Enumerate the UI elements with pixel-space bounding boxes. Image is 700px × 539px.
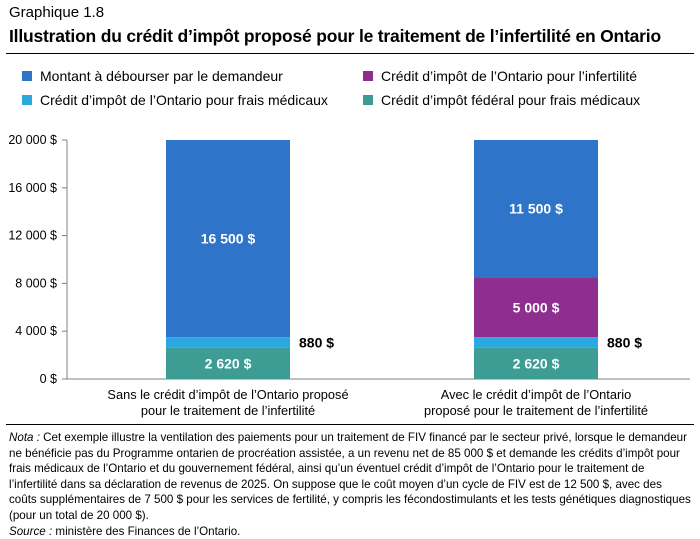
legend-label: Crédit d’impôt fédéral pour frais médica… [381,92,641,108]
data-label: 880 $ [299,334,334,350]
legend-item-ontario-infertility: Crédit d’impôt de l’Ontario pour l’infer… [363,68,637,84]
note-rule [6,424,694,425]
legend-label: Montant à débourser par le demandeur [40,68,283,84]
legend-swatch [22,95,32,105]
nota-text: Cet exemple illustre la ventilation des … [9,431,691,522]
y-tick-label: 0 $ [40,372,57,386]
legend-swatch [363,95,373,105]
bar-segment [474,140,598,278]
legend-swatch [363,71,373,81]
title-rule [6,53,694,54]
chart-title: Illustration du crédit d’impôt proposé p… [9,26,661,46]
y-tick-label: 16 000 $ [8,181,57,195]
y-tick-label: 8 000 $ [15,276,57,290]
data-label: 2 620 $ [513,355,560,371]
x-category-label: Sans le crédit d’impôt de l’Ontario prop… [107,387,348,402]
legend-item-ontario-medical: Crédit d’impôt de l’Ontario pour frais m… [22,92,328,108]
nota-label: Nota : [9,431,40,444]
legend-item-federal-medical: Crédit d’impôt fédéral pour frais médica… [363,92,640,108]
chart-note: Nota : Cet exemple illustre la ventilati… [9,430,691,539]
legend-label: Crédit d’impôt de l’Ontario pour l’infer… [381,68,637,84]
data-label: 5 000 $ [513,299,560,315]
source-text: ministère des Finances de l’Ontario. [55,524,241,538]
source-label: Source : [9,524,53,538]
stacked-bar-chart: 0 $ 4 000 $ 8 000 $ 12 000 $ 16 000 $ 20 000 … [8,133,690,418]
legend-item-out-of-pocket: Montant à débourser par le demandeur [22,68,283,84]
data-label: 2 620 $ [205,355,252,371]
y-tick-label: 20 000 $ [8,133,57,147]
legend-swatch [22,71,32,81]
y-tick-label: 12 000 $ [8,229,57,243]
x-category-label: pour le traitement de l’infertilité [141,403,315,418]
y-tick-label: 4 000 $ [15,324,57,338]
bar-segment [474,347,598,379]
bar-segment [474,277,598,338]
bar-segment [166,347,290,379]
bar-segment [166,337,290,348]
data-label: 880 $ [607,334,642,350]
legend-label: Crédit d’impôt de l’Ontario pour frais m… [40,92,328,108]
data-label: 16 500 $ [201,231,256,247]
bar-segment [474,337,598,348]
x-category-label: Avec le crédit d’impôt de l’Ontario [441,387,631,402]
bar-segment [166,140,290,338]
chart-number: Graphique 1.8 [9,4,105,21]
x-category-label: proposé pour le traitement de l’infertil… [424,403,648,418]
data-label: 11 500 $ [509,201,563,217]
